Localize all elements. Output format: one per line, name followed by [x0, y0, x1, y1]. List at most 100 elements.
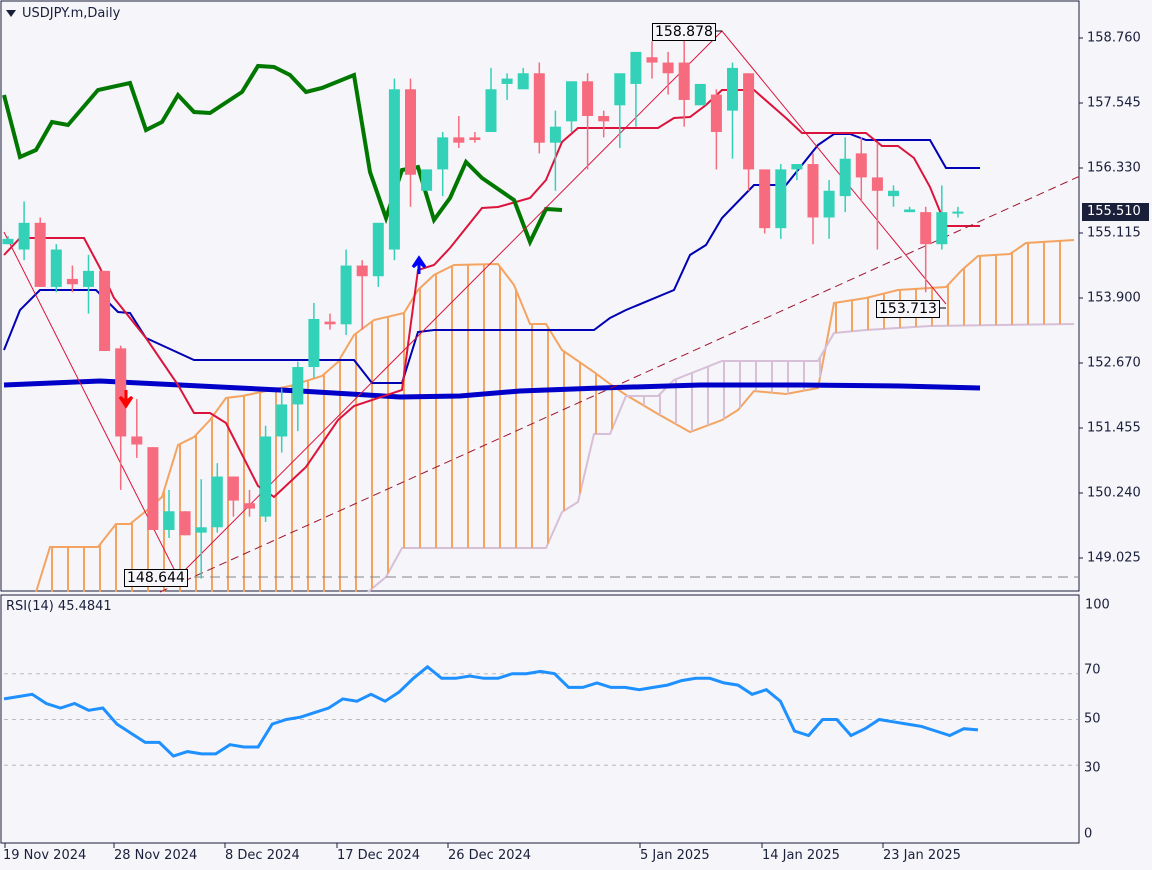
price-tick: 155.115 [1087, 225, 1141, 241]
candle[interactable] [598, 110, 610, 138]
rsi-tick: 100 [1085, 597, 1110, 613]
candle[interactable] [388, 78, 400, 261]
rsi-pane-frame [0, 594, 1080, 844]
low-annotation: 148.644 [124, 569, 188, 587]
candle[interactable] [823, 180, 835, 239]
candle[interactable] [147, 447, 159, 530]
candle[interactable] [18, 201, 30, 261]
candle[interactable] [163, 489, 175, 538]
candle[interactable] [904, 206, 916, 213]
candle[interactable] [582, 73, 594, 170]
dropdown-triangle-icon[interactable] [6, 10, 16, 17]
candle[interactable] [453, 115, 465, 149]
price-tick: 153.900 [1087, 290, 1141, 306]
candle[interactable] [292, 361, 304, 432]
current-price-badge: 155.510 [1082, 203, 1149, 221]
rsi-tick: 70 [1084, 662, 1101, 678]
high-annotation: 158.878 [652, 23, 716, 41]
candle[interactable] [533, 62, 545, 154]
candle[interactable] [807, 153, 819, 245]
rsi-label: RSI(14) 45.4841 [6, 599, 112, 614]
candle[interactable] [34, 217, 46, 287]
candle[interactable] [195, 479, 207, 579]
candle[interactable] [405, 78, 416, 207]
candle[interactable] [131, 399, 143, 458]
recent-low-annotation: 153.713 [876, 300, 940, 318]
candle[interactable] [549, 110, 561, 191]
candle[interactable] [421, 169, 433, 191]
candle[interactable] [66, 265, 78, 293]
candle[interactable] [437, 132, 449, 197]
candle[interactable] [2, 236, 14, 245]
candle[interactable] [888, 185, 899, 207]
date-tick: 28 Nov 2024 [114, 848, 198, 863]
date-tick: 8 Dec 2024 [225, 848, 300, 863]
candle[interactable] [743, 73, 755, 191]
candle[interactable] [566, 81, 577, 133]
candle[interactable] [614, 73, 626, 149]
candle[interactable] [936, 185, 948, 250]
price-tick: 158.760 [1087, 30, 1141, 46]
axis-ticks [4, 37, 1083, 848]
buy-arrow-icon [411, 255, 427, 274]
candle[interactable] [727, 62, 738, 159]
candle[interactable] [952, 206, 964, 218]
date-tick: 5 Jan 2025 [640, 848, 710, 863]
sell-arrow-icon [118, 390, 134, 409]
candle[interactable] [662, 51, 674, 95]
candle[interactable] [308, 302, 320, 378]
candle[interactable] [501, 73, 513, 100]
candle[interactable] [356, 260, 368, 330]
candle[interactable] [485, 67, 497, 133]
candle[interactable] [855, 137, 867, 202]
candle[interactable] [211, 463, 223, 533]
rsi-line [3, 664, 1078, 766]
price-tick: 156.330 [1087, 160, 1141, 176]
candle[interactable] [469, 132, 481, 143]
candle[interactable] [99, 270, 111, 352]
price-tick: 150.240 [1087, 485, 1141, 501]
candle[interactable] [630, 51, 642, 127]
price-tick: 149.025 [1087, 550, 1141, 566]
candle[interactable] [227, 476, 239, 517]
candle[interactable] [83, 254, 94, 314]
rsi-tick: 0 [1084, 826, 1093, 842]
rsi-tick: 50 [1084, 711, 1101, 727]
candle[interactable] [372, 222, 384, 287]
date-tick: 19 Nov 2024 [3, 848, 87, 863]
date-tick: 14 Jan 2025 [762, 848, 840, 863]
indicator-lines [2, 30, 1081, 593]
candlesticks[interactable] [2, 31, 964, 579]
chart-title[interactable]: USDJPY.m,Daily [6, 6, 120, 21]
rsi-tick: 30 [1084, 760, 1101, 776]
symbol-label: USDJPY.m,Daily [22, 6, 121, 21]
candle[interactable] [179, 511, 191, 536]
main-pane-frame [0, 0, 1080, 592]
candle[interactable] [244, 489, 255, 517]
candle[interactable] [920, 206, 932, 293]
candle[interactable] [871, 142, 883, 250]
candle[interactable] [775, 164, 787, 239]
candle[interactable] [646, 41, 658, 79]
candle[interactable] [791, 164, 803, 181]
date-tick: 17 Dec 2024 [337, 848, 421, 863]
price-tick: 152.670 [1087, 355, 1141, 371]
candle[interactable] [260, 425, 272, 522]
price-tick: 157.545 [1087, 95, 1141, 111]
candle[interactable] [839, 137, 851, 213]
ichimoku-cloud [35, 239, 1075, 593]
candle[interactable] [324, 313, 336, 330]
candle[interactable] [759, 169, 771, 234]
candle[interactable] [276, 388, 288, 453]
candle[interactable] [50, 244, 62, 293]
date-tick: 23 Jan 2025 [883, 848, 961, 863]
candle[interactable] [517, 67, 529, 90]
candle[interactable] [678, 31, 690, 127]
price-tick: 151.455 [1087, 420, 1141, 436]
candle[interactable] [694, 83, 706, 106]
date-tick: 26 Dec 2024 [448, 848, 532, 863]
candle[interactable] [340, 249, 352, 335]
candle[interactable] [115, 345, 127, 490]
candle[interactable] [710, 89, 722, 170]
